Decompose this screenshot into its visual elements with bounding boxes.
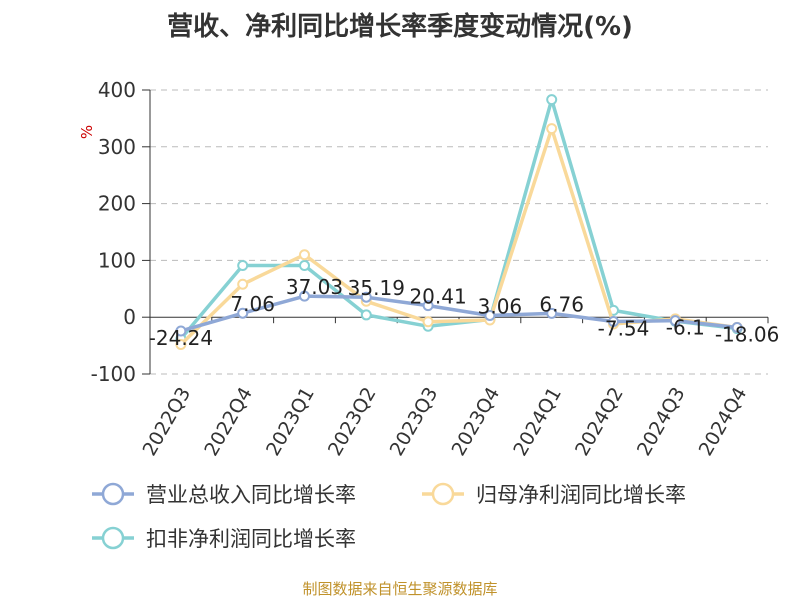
data-label: 7.06 [230,292,275,316]
data-label: 20.41 [409,285,466,309]
legend-label: 营业总收入同比增长率 [146,483,356,507]
x-tick-label: 2024Q1 [509,384,566,460]
data-point [237,260,249,272]
data-label: -18.06 [715,322,779,346]
chart-title: 营收、净利同比增长率季度变动情况(%) [167,12,633,42]
data-point [669,315,681,327]
source-note: 制图数据来自恒生聚源数据库 [302,580,498,598]
data-label: -24.24 [149,326,213,350]
y-tick-label: 200 [98,192,136,216]
y-tick-label: 300 [98,135,136,159]
x-tick-label: 2024Q3 [633,384,690,460]
data-point [731,321,743,333]
data-point [360,309,372,321]
data-point [546,123,558,135]
data-label: 35.19 [348,276,405,300]
series-layer [175,94,743,350]
data-point [175,325,187,337]
legend-label: 扣非净利润同比增长率 [146,527,356,551]
x-tick-label: 2023Q2 [324,384,381,460]
data-label: 3.06 [478,294,523,318]
data-point [175,338,187,350]
y-tick-label: 400 [98,78,136,102]
y-tick-label: 100 [98,248,136,272]
data-point [237,278,249,290]
data-point [360,291,372,303]
data-point [608,315,619,327]
data-label: -7.54 [598,316,650,340]
x-tick-label: 2024Q4 [695,384,752,460]
data-point [484,309,496,321]
legend-marker [431,482,455,506]
data-label-layer: -24.24 7.06 37.03 35.19 20.41 3.06 6.76 -7.54 -6… [149,275,780,350]
legend-marker [101,482,125,506]
legend-marker [101,526,125,550]
data-label: -6.1 [666,316,705,340]
data-point [237,307,249,319]
data-point [299,260,310,272]
data-point [546,307,558,319]
x-tick-label: 2023Q3 [386,383,443,459]
y-tick-label: -100 [91,362,136,386]
data-point [299,249,310,261]
data-point [422,300,434,312]
y-tick-label: 0 [123,305,136,329]
data-point [422,316,434,328]
x-tick-label: 2024Q2 [571,384,628,460]
x-tick-label: 2022Q3 [138,384,195,460]
legend-label: 归母净利润同比增长率 [476,483,686,507]
grid-layer [150,89,768,375]
x-tick-label: 2022Q4 [200,384,257,460]
data-point [299,290,310,302]
data-label: 6.76 [539,292,584,316]
data-label: 37.03 [286,275,343,299]
data-point [546,94,558,106]
series-line [179,97,738,340]
y-axis-unit-label: % [78,125,96,139]
series-line [180,294,738,333]
x-tick-label: 2023Q4 [447,384,504,460]
x-tick-label: 2023Q1 [262,384,319,460]
